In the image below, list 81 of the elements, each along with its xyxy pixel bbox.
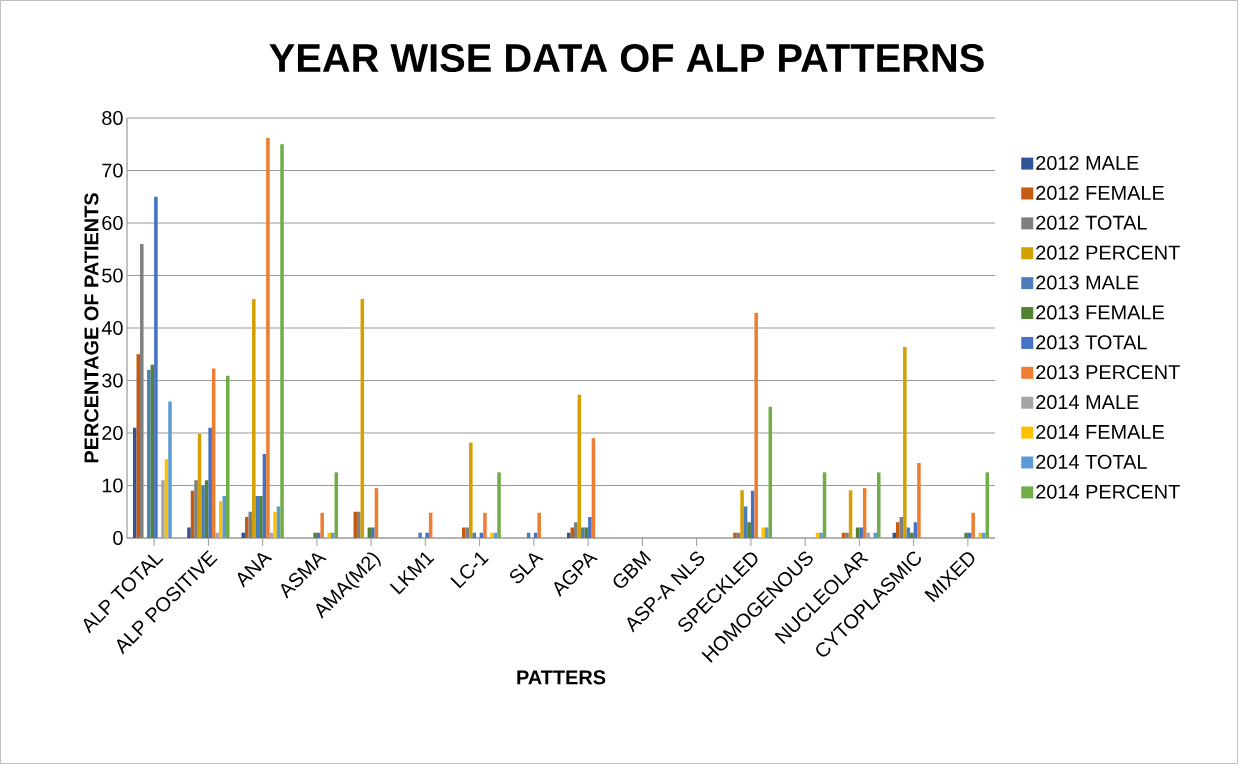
bar [462,527,466,538]
bar [241,532,245,538]
legend-label: 2014 MALE [1036,395,1139,410]
bar [357,511,361,538]
bar [903,346,907,538]
bar [208,427,212,538]
bar [313,532,317,538]
bar [327,532,331,538]
bar [859,527,863,538]
x-tick-label: SLA [509,553,544,584]
legend-label: 2012 TOTAL [1036,215,1147,230]
chart-title: YEAR WISE DATA OF ALP PATTERNS [269,43,984,73]
bar [917,462,921,538]
bar [418,532,422,538]
y-tick-label: 70 [102,163,123,178]
bar [280,144,284,538]
y-axis-title: PERCENTAGE OF PATIENTS [84,193,99,463]
bar [574,522,578,538]
bar [819,532,823,538]
bar [964,532,968,538]
bar [892,532,897,538]
bar [132,427,137,538]
bar [147,369,151,538]
bar [537,512,541,538]
bar [140,243,144,538]
bar [588,516,592,538]
bar [981,532,986,538]
legend-label: 2013 MALE [1036,275,1139,290]
legend-label: 2014 TOTAL [1036,454,1147,469]
legend-label: 2013 PERCENT [1036,365,1180,380]
bar [226,375,230,538]
bar [910,532,914,538]
legend-label: 2012 PERCENT [1036,245,1180,260]
bar [581,527,585,538]
x-axis-title: PATTERS [517,670,606,685]
legend-label: 2012 FEMALE [1036,185,1164,200]
bar [469,442,473,538]
bar [740,490,744,538]
bar [761,527,765,538]
bar [566,532,571,538]
legend-label: 2014 PERCENT [1036,484,1180,499]
bar [896,522,900,538]
legend-label: 2014 FEMALE [1036,424,1164,440]
bar [194,480,198,538]
y-tick-label: 80 [102,110,123,126]
bar [168,401,172,538]
bar [245,516,249,538]
bar [971,512,975,538]
bar [330,532,335,538]
bar [259,495,263,538]
bar [873,532,878,538]
bar [201,485,205,538]
bar [154,196,158,538]
bar [371,527,375,538]
y-tick-label: 10 [102,478,123,493]
y-tick-label: 0 [113,530,123,546]
bar [764,527,769,538]
bar [733,532,737,538]
y-tick-label: 20 [102,425,123,441]
y-tick-label: 50 [102,268,123,283]
bar [425,532,429,538]
bar [978,532,982,538]
bar [252,299,256,538]
y-tick-label: 30 [102,373,123,388]
legend-label: 2013 FEMALE [1036,305,1164,320]
bar [497,472,501,538]
bar [877,472,881,538]
legend-label: 2013 TOTAL [1036,335,1147,350]
bar [747,522,751,538]
bar [483,512,487,538]
bar [222,495,227,538]
bar [320,512,324,538]
y-tick-label: 60 [102,215,123,231]
bar [266,137,270,538]
bar [187,527,191,538]
bar [754,312,758,538]
bar [490,532,494,538]
y-tick-label: 40 [101,320,123,336]
legend-label: 2012 MALE [1036,155,1139,170]
bar [845,532,849,538]
bar [273,511,277,538]
